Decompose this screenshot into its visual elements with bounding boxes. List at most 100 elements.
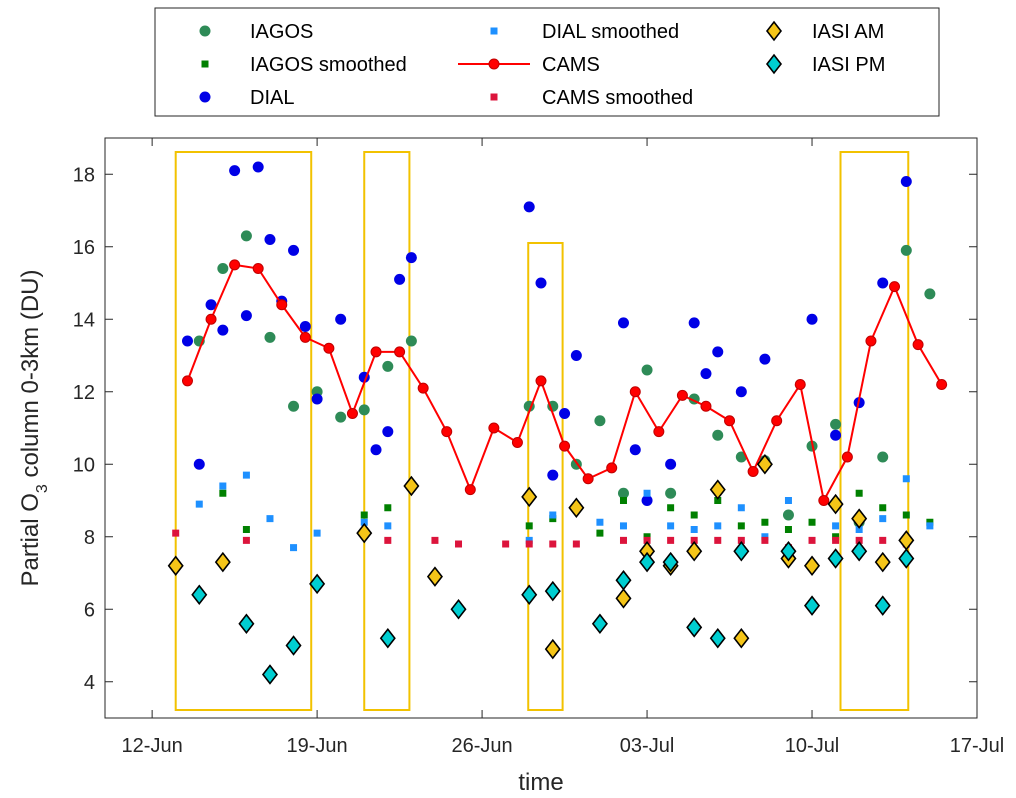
data-point [690, 511, 698, 519]
data-point [877, 277, 889, 289]
data-point [384, 504, 392, 512]
legend-label: IASI PM [812, 54, 885, 76]
data-point [643, 489, 651, 497]
data-point [851, 508, 868, 529]
y-axis-label-subscript: 3 [34, 484, 51, 493]
data-point [808, 518, 816, 526]
data-point [808, 536, 816, 544]
data-point [523, 201, 535, 213]
y-tick-label: 4 [84, 672, 95, 694]
legend: IAGOS IAGOS smoothed DIAL DIAL smoothed CAMS… [154, 7, 940, 117]
data-point [229, 259, 241, 271]
data-point [242, 526, 250, 533]
data-point [464, 484, 476, 496]
legend-label: DIAL smoothed [542, 21, 679, 43]
data-point [309, 573, 326, 595]
data-point [549, 515, 557, 523]
data-point [591, 613, 608, 635]
legend-label: CAMS smoothed [542, 87, 693, 109]
data-point [902, 511, 910, 519]
data-point [629, 386, 641, 398]
data-point [924, 288, 936, 300]
data-point [676, 389, 688, 401]
series-dial [181, 161, 912, 506]
highlight-boxes [174, 151, 910, 711]
data-point [264, 234, 276, 245]
data-point [735, 386, 747, 398]
data-point [877, 451, 889, 463]
data-point [547, 469, 559, 481]
data-point [714, 497, 722, 504]
data-point [737, 504, 745, 512]
data-point [403, 475, 420, 497]
data-point [582, 473, 594, 485]
data-point [455, 540, 463, 548]
data-point [323, 342, 335, 354]
data-point [619, 497, 627, 504]
data-point [572, 540, 580, 548]
data-point [641, 495, 653, 506]
data-point [912, 339, 924, 351]
data-point [667, 536, 675, 544]
y-tick-label: 18 [73, 164, 95, 186]
data-point [832, 522, 840, 530]
data-point [902, 475, 910, 483]
data-point [570, 350, 582, 361]
data-point [737, 536, 745, 544]
data-point [426, 566, 443, 587]
data-point [794, 379, 806, 390]
data-point [488, 422, 500, 434]
data-point [665, 487, 677, 499]
data-point [219, 489, 227, 497]
highlight-box [839, 151, 910, 711]
data-point [874, 551, 891, 573]
data-point [639, 551, 656, 573]
data-point [615, 569, 632, 591]
data-point [619, 536, 627, 544]
data-point [936, 379, 948, 390]
data-point [559, 440, 571, 452]
data-point [926, 522, 934, 530]
legend-marker [765, 53, 783, 75]
y-axis-label-prefix: Partial O [17, 493, 44, 586]
y-axis: 4 6 8 10 12 14 16 18 [73, 164, 977, 694]
data-point [667, 522, 675, 530]
data-point [264, 331, 276, 343]
data-point [690, 536, 698, 544]
data-point [714, 522, 722, 530]
legend-entry: CAMS smoothed [490, 87, 693, 109]
data-point [780, 540, 797, 562]
data-point [502, 540, 510, 548]
data-point [360, 518, 368, 526]
data-point [818, 495, 830, 506]
y-axis-label-suffix: column 0-3km (DU) [17, 270, 44, 485]
x-tick-label: 12-Jun [122, 735, 183, 757]
legend-entry: DIAL [199, 87, 294, 109]
data-point [313, 529, 321, 537]
plot-area [104, 137, 978, 719]
data-point [535, 277, 547, 289]
legend-marker [201, 60, 209, 68]
data-point [617, 487, 629, 499]
data-point [761, 533, 769, 541]
data-point [441, 426, 453, 438]
data-point [782, 509, 794, 521]
data-point [596, 529, 604, 537]
data-point [240, 310, 252, 322]
data-point [417, 382, 429, 394]
legend-label: CAMS [542, 54, 600, 76]
data-point [521, 486, 538, 508]
y-tick-label: 10 [73, 454, 95, 476]
data-point [686, 540, 703, 562]
data-point [181, 375, 193, 387]
data-point [709, 627, 726, 649]
data-point [712, 429, 724, 441]
series-cams [181, 259, 948, 506]
data-point [827, 548, 844, 569]
data-point [700, 368, 712, 380]
data-point [761, 536, 769, 544]
legend-marker [490, 93, 498, 101]
data-point [643, 536, 651, 544]
data-point [865, 335, 877, 347]
data-point [335, 313, 347, 325]
